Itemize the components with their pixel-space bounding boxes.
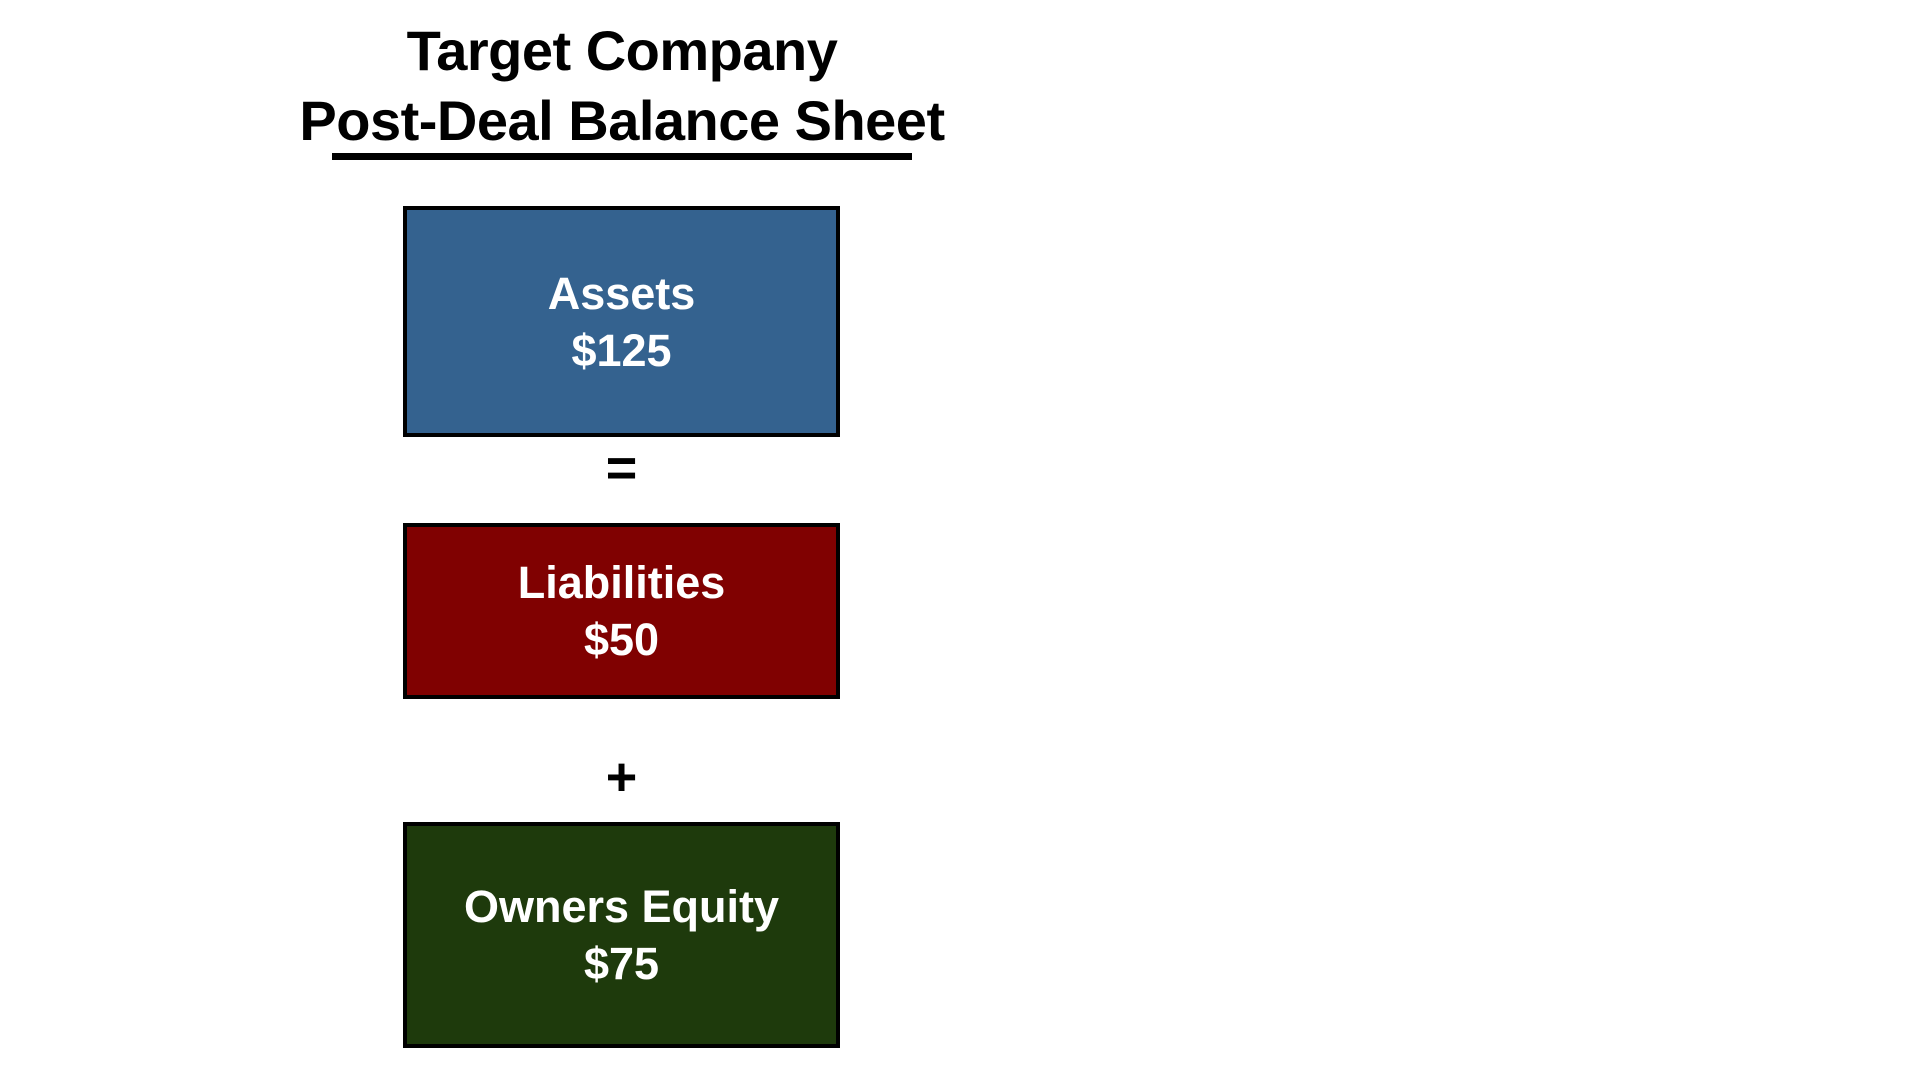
diagram-title: Target Company Post-Deal Balance Sheet — [272, 16, 972, 156]
owners-equity-box: Owners Equity $75 — [403, 822, 840, 1048]
owners-equity-label: Owners Equity — [463, 881, 780, 932]
plus-operator: + — [605, 747, 638, 807]
equals-operator: = — [605, 438, 638, 498]
liabilities-label: Liabilities — [517, 557, 726, 608]
assets-box: Assets $125 — [403, 206, 840, 437]
assets-label: Assets — [547, 267, 696, 319]
owners-equity-value: $75 — [583, 938, 660, 989]
title-underline — [332, 153, 912, 160]
liabilities-box: Liabilities $50 — [403, 523, 840, 699]
assets-value: $125 — [571, 324, 672, 376]
title-line-2: Post-Deal Balance Sheet — [299, 89, 945, 152]
title-line-1: Target Company — [406, 19, 838, 82]
liabilities-value: $50 — [583, 614, 660, 665]
